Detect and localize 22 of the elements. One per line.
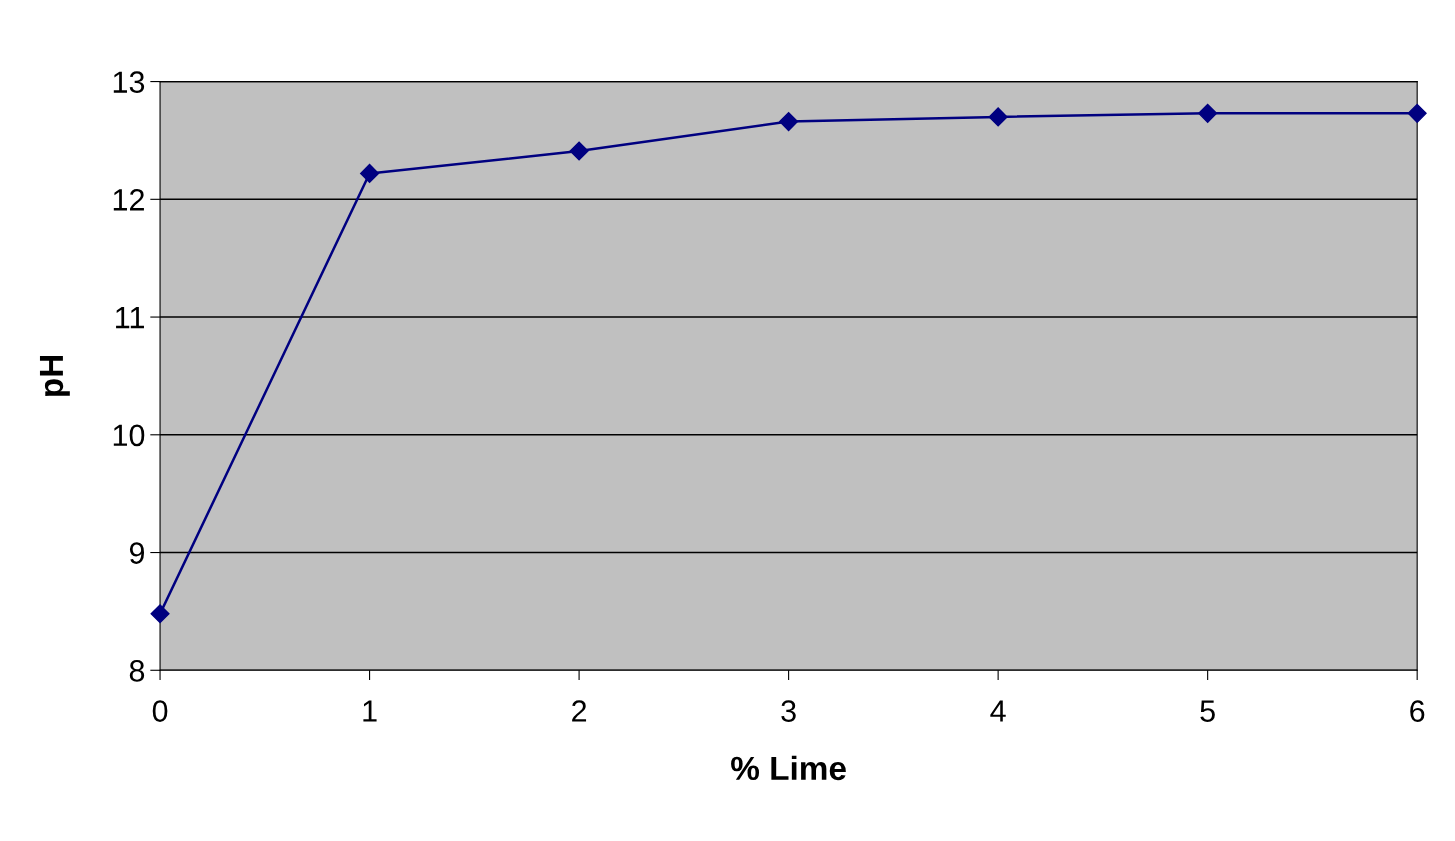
y-tick-label: 9 xyxy=(129,542,145,564)
y-tick-label: 8 xyxy=(129,660,145,682)
x-tick-label: 2 xyxy=(572,700,587,722)
point xyxy=(779,112,799,132)
point xyxy=(569,141,589,161)
x-axis-title: % Lime xyxy=(731,755,846,781)
x-tick-label: 3 xyxy=(781,700,796,722)
point xyxy=(150,604,170,624)
y-axis-title: pH xyxy=(39,355,70,396)
x-tick-label: 6 xyxy=(1410,700,1425,722)
x-tick-label: 5 xyxy=(1200,700,1215,722)
y-tick-label: 10 xyxy=(113,424,145,447)
point xyxy=(988,107,1008,127)
x-tick-label: 4 xyxy=(990,700,1006,722)
y-tick-label: 12 xyxy=(113,189,144,211)
point xyxy=(1198,103,1218,123)
y-tick-label: 11 xyxy=(116,307,144,329)
point xyxy=(1407,103,1427,123)
point xyxy=(360,163,380,183)
y-tick-label: 13 xyxy=(113,71,145,93)
x-tick-label: 1 xyxy=(363,700,377,722)
x-tick-label: 0 xyxy=(152,700,168,722)
